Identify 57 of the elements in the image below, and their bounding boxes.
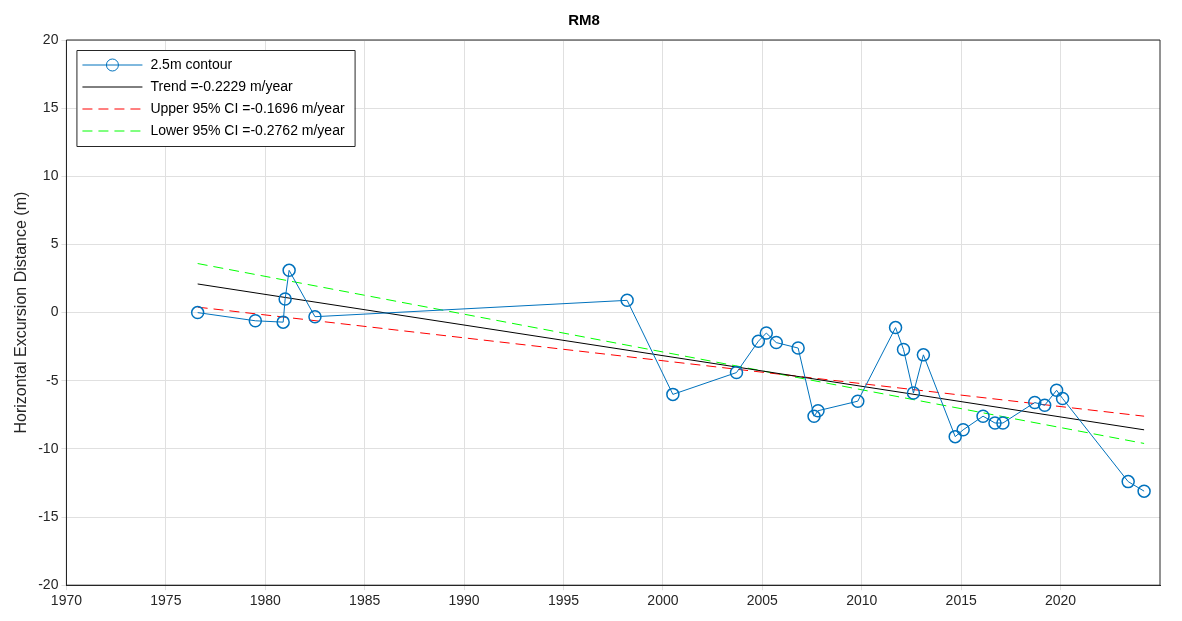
x-tick-label: 1985 bbox=[349, 592, 381, 609]
point bbox=[308, 309, 322, 324]
x-tick-label: 2010 bbox=[846, 592, 878, 609]
point bbox=[729, 365, 744, 380]
y-tick-label: 20 bbox=[42, 30, 59, 47]
x-tick-label: 1970 bbox=[50, 592, 83, 609]
point bbox=[248, 314, 263, 328]
point bbox=[759, 326, 774, 340]
point bbox=[807, 409, 821, 423]
legend-label: 2.5m contour bbox=[150, 55, 233, 72]
x-tick-label: 1995 bbox=[547, 592, 580, 609]
x-tick-label: 1975 bbox=[150, 592, 182, 609]
point bbox=[996, 416, 1010, 430]
y-tick-label: -5 bbox=[45, 371, 59, 388]
point bbox=[1027, 395, 1042, 410]
point bbox=[190, 305, 205, 320]
point bbox=[906, 386, 921, 400]
point bbox=[956, 423, 970, 437]
y-tick-label: 5 bbox=[50, 235, 59, 252]
point bbox=[976, 409, 990, 423]
y-tick-label: 0 bbox=[50, 303, 59, 320]
y-tick-label: -20 bbox=[38, 576, 59, 593]
point bbox=[620, 293, 634, 308]
point bbox=[988, 416, 1002, 430]
point bbox=[276, 315, 290, 329]
point bbox=[791, 341, 805, 355]
point bbox=[278, 292, 292, 306]
point bbox=[916, 348, 931, 362]
legend-label: Upper 95% CI =-0.1696 m/year bbox=[150, 99, 345, 116]
point bbox=[1049, 383, 1064, 398]
point bbox=[851, 394, 865, 408]
x-tick-label: 2020 bbox=[1045, 592, 1077, 609]
chart-title: RM8 bbox=[568, 11, 600, 29]
legend-label: Lower 95% CI =-0.2762 m/year bbox=[150, 121, 345, 138]
y-tick-label: -10 bbox=[38, 439, 59, 456]
x-tick-label: 2005 bbox=[746, 592, 779, 609]
point bbox=[751, 334, 766, 348]
point bbox=[1037, 398, 1052, 413]
x-tick-label: 1990 bbox=[448, 592, 480, 609]
point bbox=[769, 335, 784, 350]
x-tick-label: 2015 bbox=[945, 592, 977, 609]
x-tick-label: 1980 bbox=[249, 592, 282, 609]
y-tick-label: 10 bbox=[42, 167, 59, 184]
point bbox=[1137, 484, 1151, 498]
point bbox=[888, 320, 903, 335]
point bbox=[666, 387, 680, 402]
y-tick-label: -15 bbox=[38, 507, 59, 524]
point bbox=[896, 342, 911, 357]
point bbox=[1055, 391, 1070, 406]
y-tick-label: 15 bbox=[42, 99, 59, 116]
point bbox=[948, 429, 962, 444]
x-tick-label: 2000 bbox=[647, 592, 679, 609]
point bbox=[811, 403, 825, 418]
point bbox=[1121, 474, 1135, 489]
y-axis-title: Horizontal Excursion Distance (m) bbox=[12, 191, 30, 434]
legend-label: Trend =-0.2229 m/year bbox=[150, 77, 294, 94]
point bbox=[282, 263, 296, 278]
